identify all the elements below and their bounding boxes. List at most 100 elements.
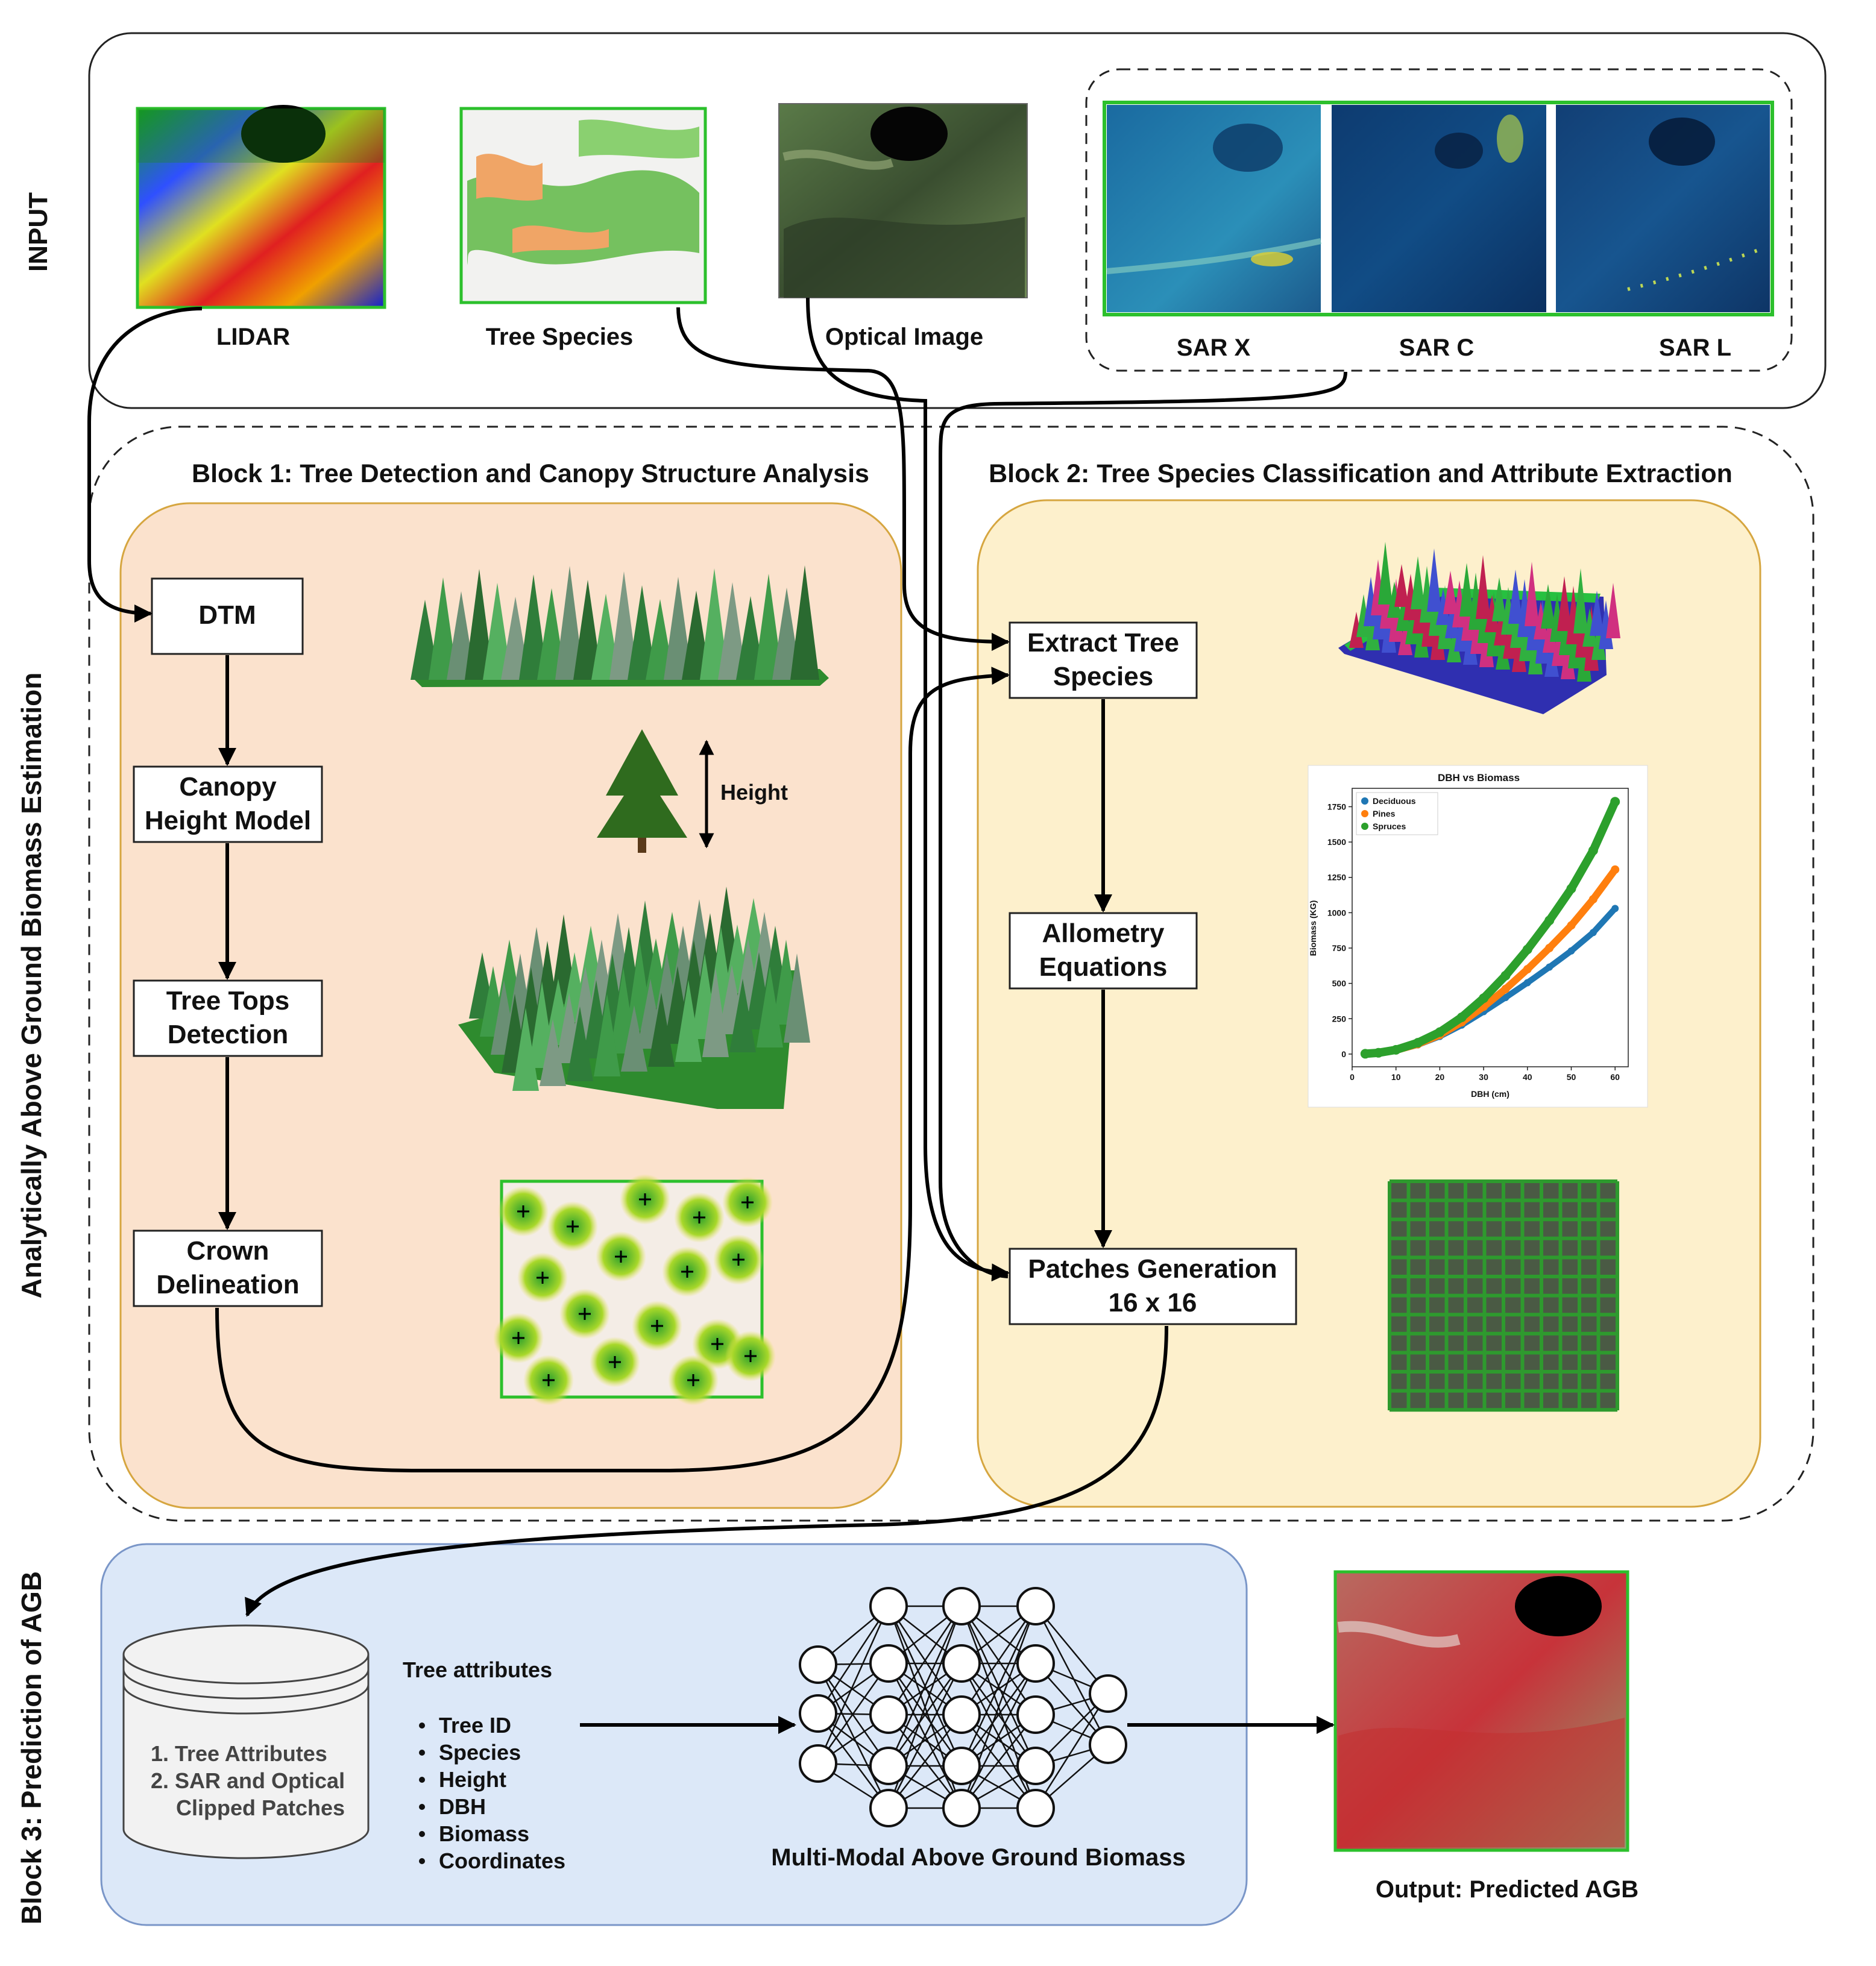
attribute-item: Biomass (439, 1821, 529, 1846)
tree-shape (483, 583, 512, 680)
neural-network-icon (799, 1587, 1127, 1827)
lidar-label: LIDAR (216, 324, 290, 350)
network-node (869, 1644, 908, 1683)
tree-shape (757, 966, 783, 1047)
tree-top-marker (512, 1332, 524, 1344)
tree-species-spike (1356, 594, 1371, 637)
canopy-height-model-box (133, 765, 323, 843)
chart-point (1500, 970, 1511, 981)
bullet (419, 1858, 425, 1864)
extract-tree-species-line1: Extract Tree (1027, 628, 1179, 658)
network-edge (888, 1714, 962, 1809)
optical-to-patches-arrow (806, 297, 1010, 1282)
tree-shape (512, 1008, 539, 1091)
tree-top-marker (693, 1211, 705, 1223)
attribute-item: Coordinates (439, 1848, 565, 1873)
patches-generation-line2: 16 x 16 (1109, 1288, 1197, 1317)
forest-3d-illustration (411, 565, 829, 687)
crown-to-extract-arrow (215, 667, 1010, 1472)
network-node (1016, 1747, 1055, 1785)
block1-title: Block 1: Tree Detection and Canopy Struc… (192, 459, 869, 488)
tree-icon (597, 729, 687, 853)
tree-species-spike (1525, 562, 1539, 626)
network-edge (960, 1606, 1037, 1767)
tree-top-marker (744, 1350, 757, 1362)
network-node (1016, 1644, 1055, 1683)
extract-tree-species-box (1009, 621, 1198, 699)
chart-point (1479, 993, 1489, 1003)
network-node (1016, 1587, 1055, 1625)
tree-species-spike (1590, 591, 1604, 636)
network-node (942, 1747, 981, 1785)
network-node (942, 1789, 981, 1827)
tree-species-spike (1534, 601, 1548, 639)
allometry-equations-line1: Allometry (1042, 919, 1165, 948)
network-edge (960, 1606, 1037, 1715)
allometry-equations-box (1009, 912, 1198, 990)
crown-delineation-line2: Delineation (156, 1270, 299, 1299)
y-tick-label: 750 (1332, 943, 1347, 953)
attributes-title: Tree attributes (403, 1657, 552, 1682)
tree-shape (519, 574, 548, 680)
patches-generation-box (1009, 1248, 1297, 1325)
tree-top-marker (711, 1338, 723, 1350)
block2-section: Block 2: Tree Species Classification and… (977, 459, 1761, 1508)
patches-generation-line1: Patches Generation (1028, 1254, 1277, 1284)
chart-title: DBH vs Biomass (1438, 772, 1520, 784)
tree-species-spike (1436, 588, 1450, 625)
species-3d-illustration (1338, 542, 1620, 714)
sar-x-image (1106, 105, 1322, 312)
block3-panel (100, 1543, 1248, 1926)
tree-top-marker (732, 1254, 744, 1266)
network-node (942, 1644, 981, 1683)
legend-label: Deciduous (1373, 796, 1416, 806)
chart-point (1456, 1012, 1467, 1022)
network-edge (960, 1663, 1037, 1767)
tree-species-spike (1378, 542, 1393, 605)
chart-point (1610, 797, 1620, 807)
x-tick-label: 0 (1350, 1072, 1355, 1082)
tree-tops-detection-line2: Detection (168, 1020, 288, 1049)
tree-species-spike (1394, 564, 1409, 607)
attribute-item: Species (439, 1740, 521, 1765)
predicted-agb-map (1333, 1570, 1629, 1852)
y-tick-label: 1500 (1327, 837, 1346, 847)
tree-species-spike (1557, 576, 1572, 631)
tree-species-spike (1396, 591, 1411, 631)
connectors (87, 297, 1347, 1734)
tree-species-spike (1496, 632, 1510, 670)
attribute-item: Tree ID (439, 1713, 511, 1738)
crown-delineation-line1: Crown (187, 1236, 269, 1266)
tree-shape (540, 1019, 566, 1086)
tree-top-marker (567, 1220, 579, 1233)
network-edge (817, 1664, 890, 1809)
chart-point (1611, 905, 1619, 912)
network-edge (817, 1606, 890, 1714)
sar-l-image (1556, 105, 1770, 312)
chart-point (1523, 979, 1531, 987)
tree-top-marker (609, 1356, 621, 1368)
sar-frame (1103, 101, 1774, 316)
y-tick-label: 1250 (1327, 873, 1346, 882)
chart-point (1545, 944, 1554, 953)
tree-species-spike (1349, 612, 1364, 648)
tree-shape (567, 1007, 593, 1081)
forest-3d-illustration (458, 887, 810, 1109)
network-edge (887, 1663, 963, 1767)
tree-shape (729, 979, 756, 1052)
bullet (419, 1804, 425, 1810)
tree-species-spike (1443, 571, 1458, 614)
tree-top-marker (687, 1374, 699, 1386)
sar-x-label: SAR X (1177, 334, 1251, 361)
attributes-list: Tree IDSpeciesHeightDBHBiomassCoordinate… (419, 1713, 565, 1873)
sar-l-label: SAR L (1659, 334, 1731, 361)
x-tick-label: 60 (1610, 1072, 1620, 1082)
tree-shape (648, 993, 675, 1067)
network-edge (817, 1713, 890, 1809)
lidar-to-dtm-arrow (87, 307, 203, 623)
chart-point (1567, 921, 1576, 930)
chart-point (1611, 865, 1620, 874)
tree-top-marker (517, 1205, 529, 1217)
lidar-image (136, 105, 386, 309)
y-tick-label: 1000 (1327, 908, 1346, 917)
